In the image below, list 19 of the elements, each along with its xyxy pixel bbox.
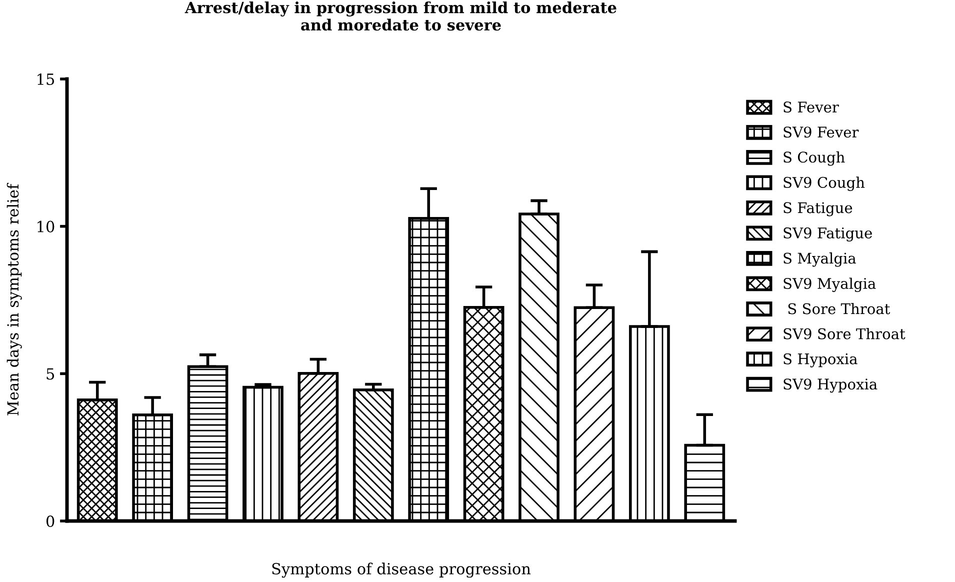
y-tick-label: 5 — [46, 368, 54, 380]
y-tick-label: 10 — [38, 220, 54, 232]
y-tick-label: 0 — [46, 515, 54, 528]
legend-label: S Myalgia — [784, 252, 856, 267]
legend-label: SV9 Fever — [784, 126, 859, 138]
y-axis-title: Mean days in symptoms relief — [6, 182, 22, 416]
legend-label: SV9 Myalgia — [784, 278, 876, 292]
legend-label: SV9 Fatigue — [784, 227, 872, 242]
legend-label: S Fever — [784, 102, 839, 113]
legend-label: SV9 Sore Throat — [784, 328, 906, 340]
legend-label: S Fatigue — [784, 202, 852, 216]
legend-label: SV9 Cough — [784, 176, 865, 191]
legend-label: SV9 Hypoxia — [784, 378, 878, 393]
legend-label: S Cough — [784, 151, 845, 166]
y-tick-label: 15 — [38, 73, 54, 86]
legend-label: S Sore Throat — [788, 302, 890, 314]
legend-label: S Hypoxia — [784, 353, 858, 368]
chart-title: Arrest/delay in progression from mild to mederate and moredate to severe — [184, 1, 616, 31]
x-axis-title: Symptoms of disease progression — [272, 562, 531, 578]
